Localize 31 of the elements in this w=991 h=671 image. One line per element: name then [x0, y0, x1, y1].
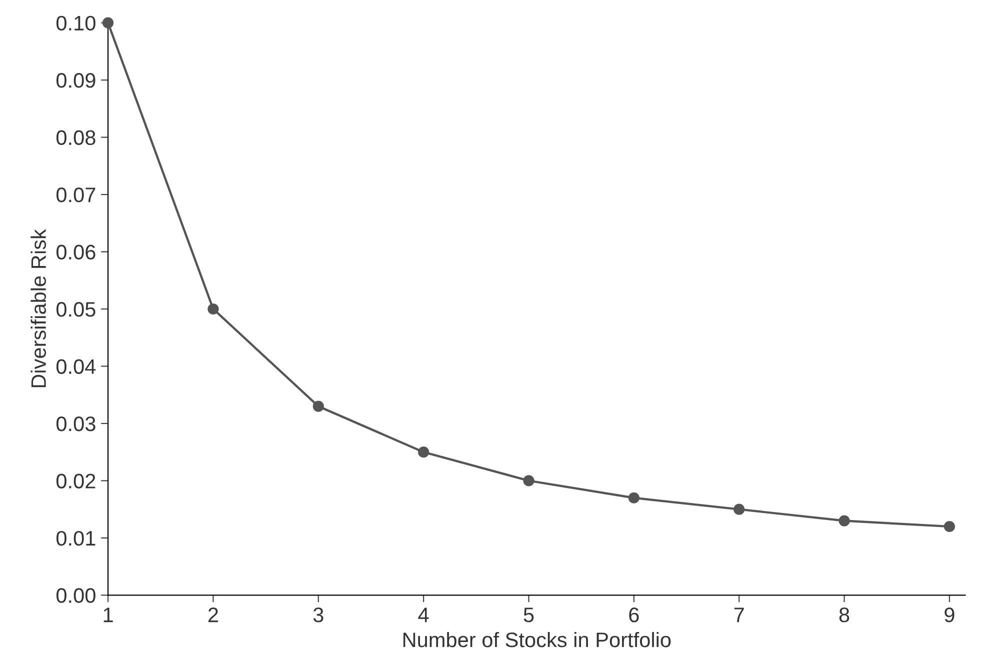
y-tick-label: 0.09	[56, 73, 96, 88]
x-tick-label: 6	[629, 608, 639, 622]
x-tick-label: 5	[524, 608, 534, 622]
point	[838, 515, 850, 526]
point	[523, 475, 534, 486]
point	[944, 520, 956, 532]
y-tick-label: 0.01	[56, 530, 96, 546]
point	[102, 17, 114, 28]
x-tick-label: 1	[104, 608, 113, 622]
x-tick-label: 8	[839, 608, 850, 622]
y-tick-label: 0.06	[56, 244, 96, 260]
y-tick-label: 0.08	[56, 130, 96, 146]
y-tick-label: 0.00	[56, 588, 96, 603]
y-tick-label: 0.07	[56, 188, 96, 202]
point	[734, 504, 745, 515]
point	[418, 446, 430, 458]
point	[628, 492, 640, 504]
x-tick-label: 7	[734, 608, 744, 622]
y-tick-label: 0.10	[56, 16, 96, 31]
x-tick-label: 3	[313, 608, 324, 622]
x-tick-label: 4	[418, 608, 429, 622]
point	[208, 303, 219, 315]
y-axis-title: Diversifiable Risk	[30, 229, 46, 388]
y-tick-label: 0.04	[56, 359, 96, 374]
x-axis-title: Number of Stocks in Portfolio	[403, 632, 671, 648]
y-tick-label: 0.02	[56, 474, 96, 488]
x-tick-label: 9	[944, 608, 954, 622]
x-tick-label: 2	[208, 608, 218, 622]
point	[312, 400, 324, 412]
y-tick-label: 0.03	[56, 416, 96, 432]
y-tick-label: 0.05	[56, 302, 96, 317]
